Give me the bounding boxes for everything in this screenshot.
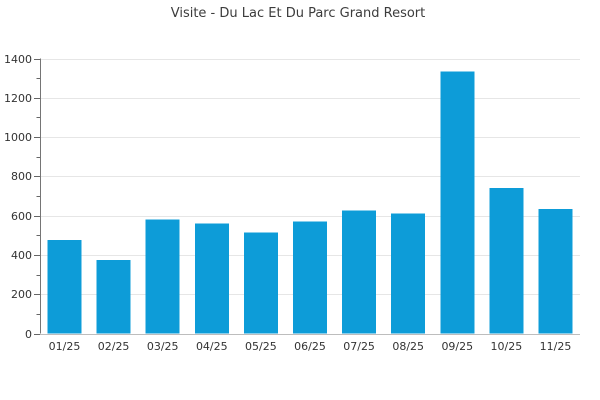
bar-06/25 bbox=[293, 221, 327, 334]
x-tick-label: 01/25 bbox=[49, 340, 81, 353]
y-tick-label: 1000 bbox=[4, 131, 32, 144]
bar-07/25 bbox=[342, 210, 377, 334]
y-tick-label: 200 bbox=[11, 288, 32, 301]
x-tick-label: 10/25 bbox=[491, 340, 523, 353]
y-tick-label: 0 bbox=[25, 328, 32, 341]
bar-09/25 bbox=[440, 71, 475, 334]
x-tick-label: 07/25 bbox=[343, 340, 375, 353]
bar-04/25 bbox=[194, 223, 229, 334]
x-tick-label: 03/25 bbox=[147, 340, 179, 353]
y-tick-label: 1200 bbox=[4, 92, 32, 105]
x-tick-label: 09/25 bbox=[441, 340, 473, 353]
y-tick-label: 800 bbox=[11, 170, 32, 183]
bar-series bbox=[47, 71, 573, 334]
x-axis-labels: 01/25 02/25 03/25 04/25 05/25 06/25 07/25 08/25… bbox=[49, 340, 572, 353]
x-tick-label: 11/25 bbox=[540, 340, 572, 353]
bar-01/25 bbox=[47, 240, 82, 334]
gridlines bbox=[40, 59, 580, 295]
bar-10/25 bbox=[489, 188, 524, 334]
bar-05/25 bbox=[243, 232, 278, 334]
axes bbox=[40, 58, 580, 335]
y-tick-label: 600 bbox=[11, 210, 32, 223]
x-tick-label: 04/25 bbox=[196, 340, 228, 353]
x-tick-label: 02/25 bbox=[98, 340, 130, 353]
bar-02/25 bbox=[96, 259, 131, 334]
x-tick-label: 08/25 bbox=[392, 340, 424, 353]
y-tick-label: 1400 bbox=[4, 53, 32, 66]
y-axis-labels: 0 200 400 600 800 1000 1200 1400 bbox=[4, 53, 32, 341]
x-tick-label: 05/25 bbox=[245, 340, 277, 353]
y-tick-label: 400 bbox=[11, 249, 32, 262]
x-tick-label: 06/25 bbox=[294, 340, 326, 353]
bar-11/25 bbox=[538, 208, 573, 334]
bar-03/25 bbox=[145, 219, 180, 334]
bar-08/25 bbox=[391, 213, 426, 334]
axis-ticks bbox=[34, 59, 40, 335]
chart-title: Visite - Du Lac Et Du Parc Grand Resort bbox=[171, 6, 426, 21]
